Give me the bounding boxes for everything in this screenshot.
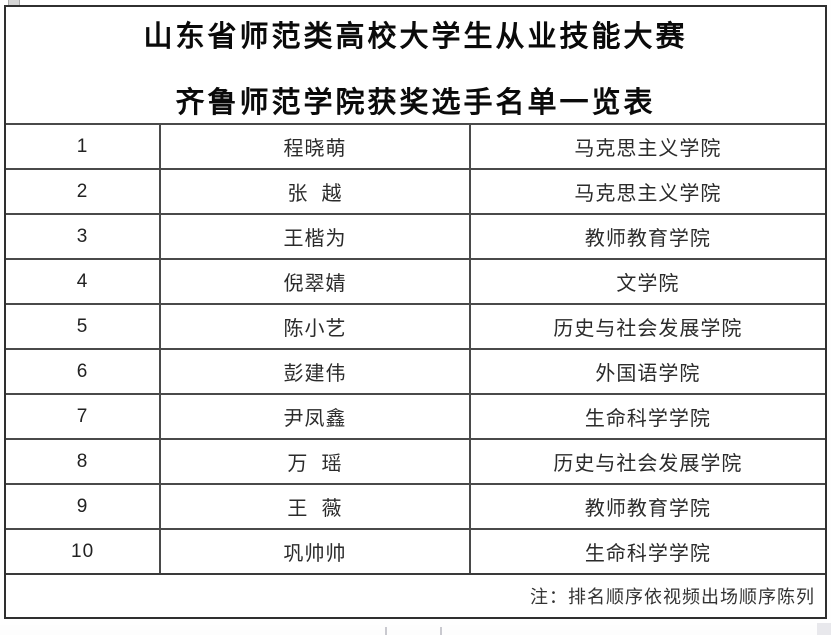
document-subtitle: 齐鲁师范学院获奖选手名单一览表 bbox=[175, 87, 656, 119]
table-row: 9 王 薇 教师教育学院 bbox=[6, 483, 825, 528]
table-row: 8 万 瑶 历史与社会发展学院 bbox=[6, 438, 825, 483]
table-row: 7 尹凤鑫 生命科学学院 bbox=[6, 393, 825, 438]
name-cell: 王 薇 bbox=[159, 485, 471, 528]
name-cell: 陈小艺 bbox=[159, 305, 471, 348]
table-row: 10 巩帅帅 生命科学学院 bbox=[6, 528, 825, 573]
college-cell: 历史与社会发展学院 bbox=[553, 318, 743, 340]
college-cell: 马克思主义学院 bbox=[574, 183, 722, 205]
name-cell: 彭建伟 bbox=[159, 350, 471, 393]
rank-cell: 6 bbox=[76, 360, 89, 382]
name-cell: 巩帅帅 bbox=[159, 530, 471, 573]
rank-cell: 8 bbox=[76, 450, 89, 472]
table-row: 5 陈小艺 历史与社会发展学院 bbox=[6, 303, 825, 348]
rank-cell: 9 bbox=[76, 495, 89, 517]
footnote-text: 注：排名顺序依视频出场顺序陈列 bbox=[530, 587, 815, 607]
footnote-row: 注：排名顺序依视频出场顺序陈列 bbox=[6, 573, 825, 617]
college-cell: 历史与社会发展学院 bbox=[553, 453, 743, 475]
name-cell: 张 越 bbox=[159, 170, 471, 213]
cropped-gridline-artifact bbox=[385, 627, 387, 635]
table-body: 1 程晓萌 马克思主义学院 2 张 越马克思主义学院 3 王楷为 教师教育学院 4 倪翠婧 文学院 5… bbox=[6, 123, 825, 573]
table-row: 4 倪翠婧 文学院 bbox=[6, 258, 825, 303]
name-cell: 倪翠婧 bbox=[159, 260, 471, 303]
name-cell: 王楷为 bbox=[159, 215, 471, 258]
college-cell: 文学院 bbox=[616, 273, 680, 295]
rank-cell: 10 bbox=[71, 540, 95, 562]
cropped-cell-artifact-top bbox=[8, 0, 20, 5]
corner-artifact bbox=[817, 623, 831, 635]
table-row: 6 彭建伟 外国语学院 bbox=[6, 348, 825, 393]
college-cell: 教师教育学院 bbox=[584, 228, 711, 250]
college-cell: 生命科学学院 bbox=[584, 543, 711, 565]
college-cell: 生命科学学院 bbox=[584, 408, 711, 430]
award-winners-table: 山东省师范类高校大学生从业技能大赛 齐鲁师范学院获奖选手名单一览表 1 程晓萌 马克… bbox=[4, 5, 827, 619]
college-cell: 教师教育学院 bbox=[584, 498, 711, 520]
cropped-gridline-artifact bbox=[440, 627, 442, 635]
name-cell: 尹凤鑫 bbox=[159, 395, 471, 438]
table-row: 3 王楷为 教师教育学院 bbox=[6, 213, 825, 258]
document-title: 山东省师范类高校大学生从业技能大赛 bbox=[143, 21, 688, 53]
rank-cell: 2 bbox=[76, 180, 89, 202]
rank-cell: 1 bbox=[76, 135, 89, 157]
table-row: 2 张 越 马克思主义学院 bbox=[6, 168, 825, 213]
cropped-next-row-strip bbox=[0, 625, 831, 635]
college-cell: 马克思主义学院 bbox=[574, 138, 722, 160]
rank-cell: 4 bbox=[76, 270, 89, 292]
rank-cell: 3 bbox=[76, 225, 89, 247]
name-cell: 程晓萌 bbox=[159, 125, 471, 168]
name-cell: 万 瑶 bbox=[159, 440, 471, 483]
rank-cell: 7 bbox=[76, 405, 89, 427]
table-row: 1 程晓萌 马克思主义学院 bbox=[6, 123, 825, 168]
table-title-block: 山东省师范类高校大学生从业技能大赛 齐鲁师范学院获奖选手名单一览表 bbox=[6, 7, 825, 123]
rank-cell: 5 bbox=[76, 315, 89, 337]
college-cell: 外国语学院 bbox=[595, 363, 701, 385]
